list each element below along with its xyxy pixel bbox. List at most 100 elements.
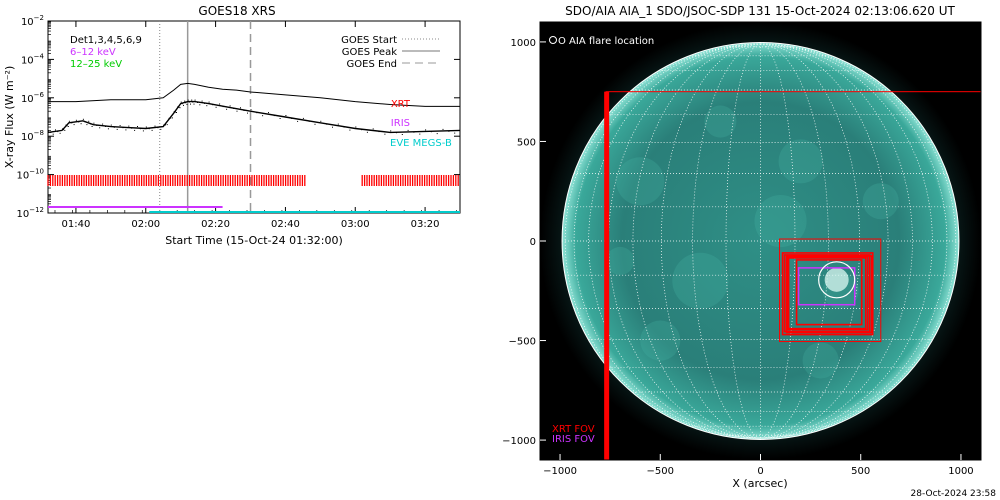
longitude-grid-line	[608, 43, 761, 439]
goes-short-channel-point	[396, 132, 397, 134]
goes-short-channel-point	[160, 128, 162, 130]
goes-short-channel-point	[180, 101, 182, 103]
goes-short-channel-point	[183, 104, 184, 106]
legend-xrt-fov: XRT FOV	[552, 424, 595, 435]
xrt-fov-box	[787, 257, 867, 330]
y-tick-label: 10−2	[21, 14, 44, 28]
goes-short-channel-point	[201, 100, 203, 102]
goes-short-channel-point	[66, 125, 68, 127]
goes-short-channel-point	[193, 103, 195, 105]
goes-short-channel-point	[378, 131, 380, 133]
goes-short-channel-point	[119, 125, 121, 127]
goes-short-channel-point	[50, 132, 52, 133]
goes-short-channel-point	[154, 125, 156, 127]
active-region-glow	[606, 246, 635, 275]
goes-short-channel-point	[199, 104, 201, 106]
goes-short-channel-point	[102, 123, 104, 125]
longitude-grid-line	[760, 43, 933, 439]
active-region-glow	[778, 139, 823, 184]
goes-short-channel-point	[151, 129, 153, 131]
goes-short-channel-point	[91, 126, 93, 127]
goes-short-channel-point	[173, 111, 175, 113]
aia-x-tick-label: −500	[647, 466, 674, 477]
goes-short-channel-point	[250, 109, 252, 111]
goes-short-channel-point	[170, 117, 172, 119]
x-tick-label: 02:40	[271, 219, 300, 230]
goes-short-channel-point	[89, 123, 91, 125]
goes-short-channel-point	[73, 124, 75, 126]
goes-short-channel-point	[215, 106, 217, 108]
aia-x-tick-label: 0	[757, 466, 763, 477]
goes-short-channel-point	[57, 131, 59, 133]
goes-short-channel-point	[145, 126, 147, 128]
xrt-fov-box	[785, 255, 873, 334]
goes-short-channel-point	[454, 132, 456, 134]
goes-short-channel-point	[425, 129, 427, 131]
xrt-fov-box	[779, 238, 882, 343]
goes-instrument-label: EVE MEGS-B	[390, 138, 452, 149]
goes-short-channel-point	[176, 112, 177, 113]
solar-limb	[561, 42, 960, 440]
goes-short-channel-point	[337, 123, 339, 125]
goes-short-channel-point	[86, 124, 88, 126]
goes-short-channel-point	[78, 121, 80, 123]
longitude-grid-line	[632, 43, 761, 439]
goes-x-axis-label: Start Time (15-Oct-24 01:32:00)	[165, 234, 343, 247]
goes-short-channel-point	[262, 115, 264, 117]
goes-short-channel-point	[208, 101, 210, 103]
goes-short-channel-point	[134, 129, 136, 131]
goes-short-channel-point	[190, 103, 191, 105]
goes-short-channel-point	[71, 122, 73, 124]
goes-short-channel-point	[110, 124, 112, 126]
goes-short-channel-point	[64, 129, 66, 131]
goes-short-channel-point	[407, 129, 409, 131]
goes-short-channel-point	[279, 118, 281, 119]
goes-short-channel-point	[448, 130, 450, 132]
goes-short-channel-point	[222, 106, 224, 108]
goes-short-channel-point	[349, 129, 351, 131]
goes-short-channel-point	[125, 129, 127, 131]
goes-short-channel-point	[212, 104, 214, 106]
goes-short-channel-point	[62, 128, 63, 130]
goes-short-channel-point	[157, 127, 159, 129]
goes-short-channel-point	[361, 129, 363, 131]
goes-short-channel-point	[75, 119, 77, 121]
goes-short-channel-point	[174, 111, 176, 113]
goes-short-channel-point	[314, 123, 316, 125]
goes-legend-energy: Det1,3,4,5,6,9	[70, 35, 142, 46]
xrt-fov-box	[783, 254, 871, 333]
x-tick-label: 01:40	[62, 219, 91, 230]
goes-short-channel-point	[302, 117, 304, 119]
goes-short-channel-point	[308, 120, 310, 122]
goes-short-channel-point	[166, 124, 168, 126]
goes-short-channel-point	[233, 108, 235, 109]
goes-chart-title: GOES18 XRS	[198, 4, 275, 18]
goes-short-channel-point	[326, 123, 328, 125]
longitude-grid-line	[573, 43, 761, 439]
goes-short-channel-point	[171, 117, 173, 119]
footer-timestamp: 28-Oct-2024 23:58	[911, 489, 997, 499]
goes-short-channel-point	[142, 130, 144, 132]
goes-short-channel-point	[186, 104, 188, 105]
goes-short-channel-point	[204, 102, 205, 104]
x-tick-label: 03:00	[341, 219, 370, 230]
goes-short-channel-point	[384, 133, 386, 135]
legend-flare-location: O AIA flare location	[558, 36, 654, 47]
goes-short-channel-point	[268, 112, 269, 114]
aia-x-axis-label: X (arcsec)	[732, 477, 787, 490]
aia-y-tick-label: 0	[530, 237, 536, 248]
goes-short-channel-point	[165, 124, 166, 126]
y-tick-label: 10−12	[16, 206, 44, 220]
goes-short-channel-point	[68, 120, 70, 122]
goes-short-channel-point	[184, 100, 186, 102]
goes-short-channel-point	[178, 106, 180, 108]
goes-short-channel-point	[285, 115, 287, 116]
goes-short-channel-point	[197, 102, 198, 103]
goes-short-channel-point	[320, 120, 322, 122]
goes-short-channel-point	[332, 126, 333, 128]
active-region-glow	[862, 183, 899, 220]
goes-short-channel-point	[256, 112, 258, 114]
goes-short-channel-point	[192, 101, 194, 103]
goes-short-channel-point	[107, 128, 109, 130]
goes-short-channel-point	[67, 126, 69, 127]
